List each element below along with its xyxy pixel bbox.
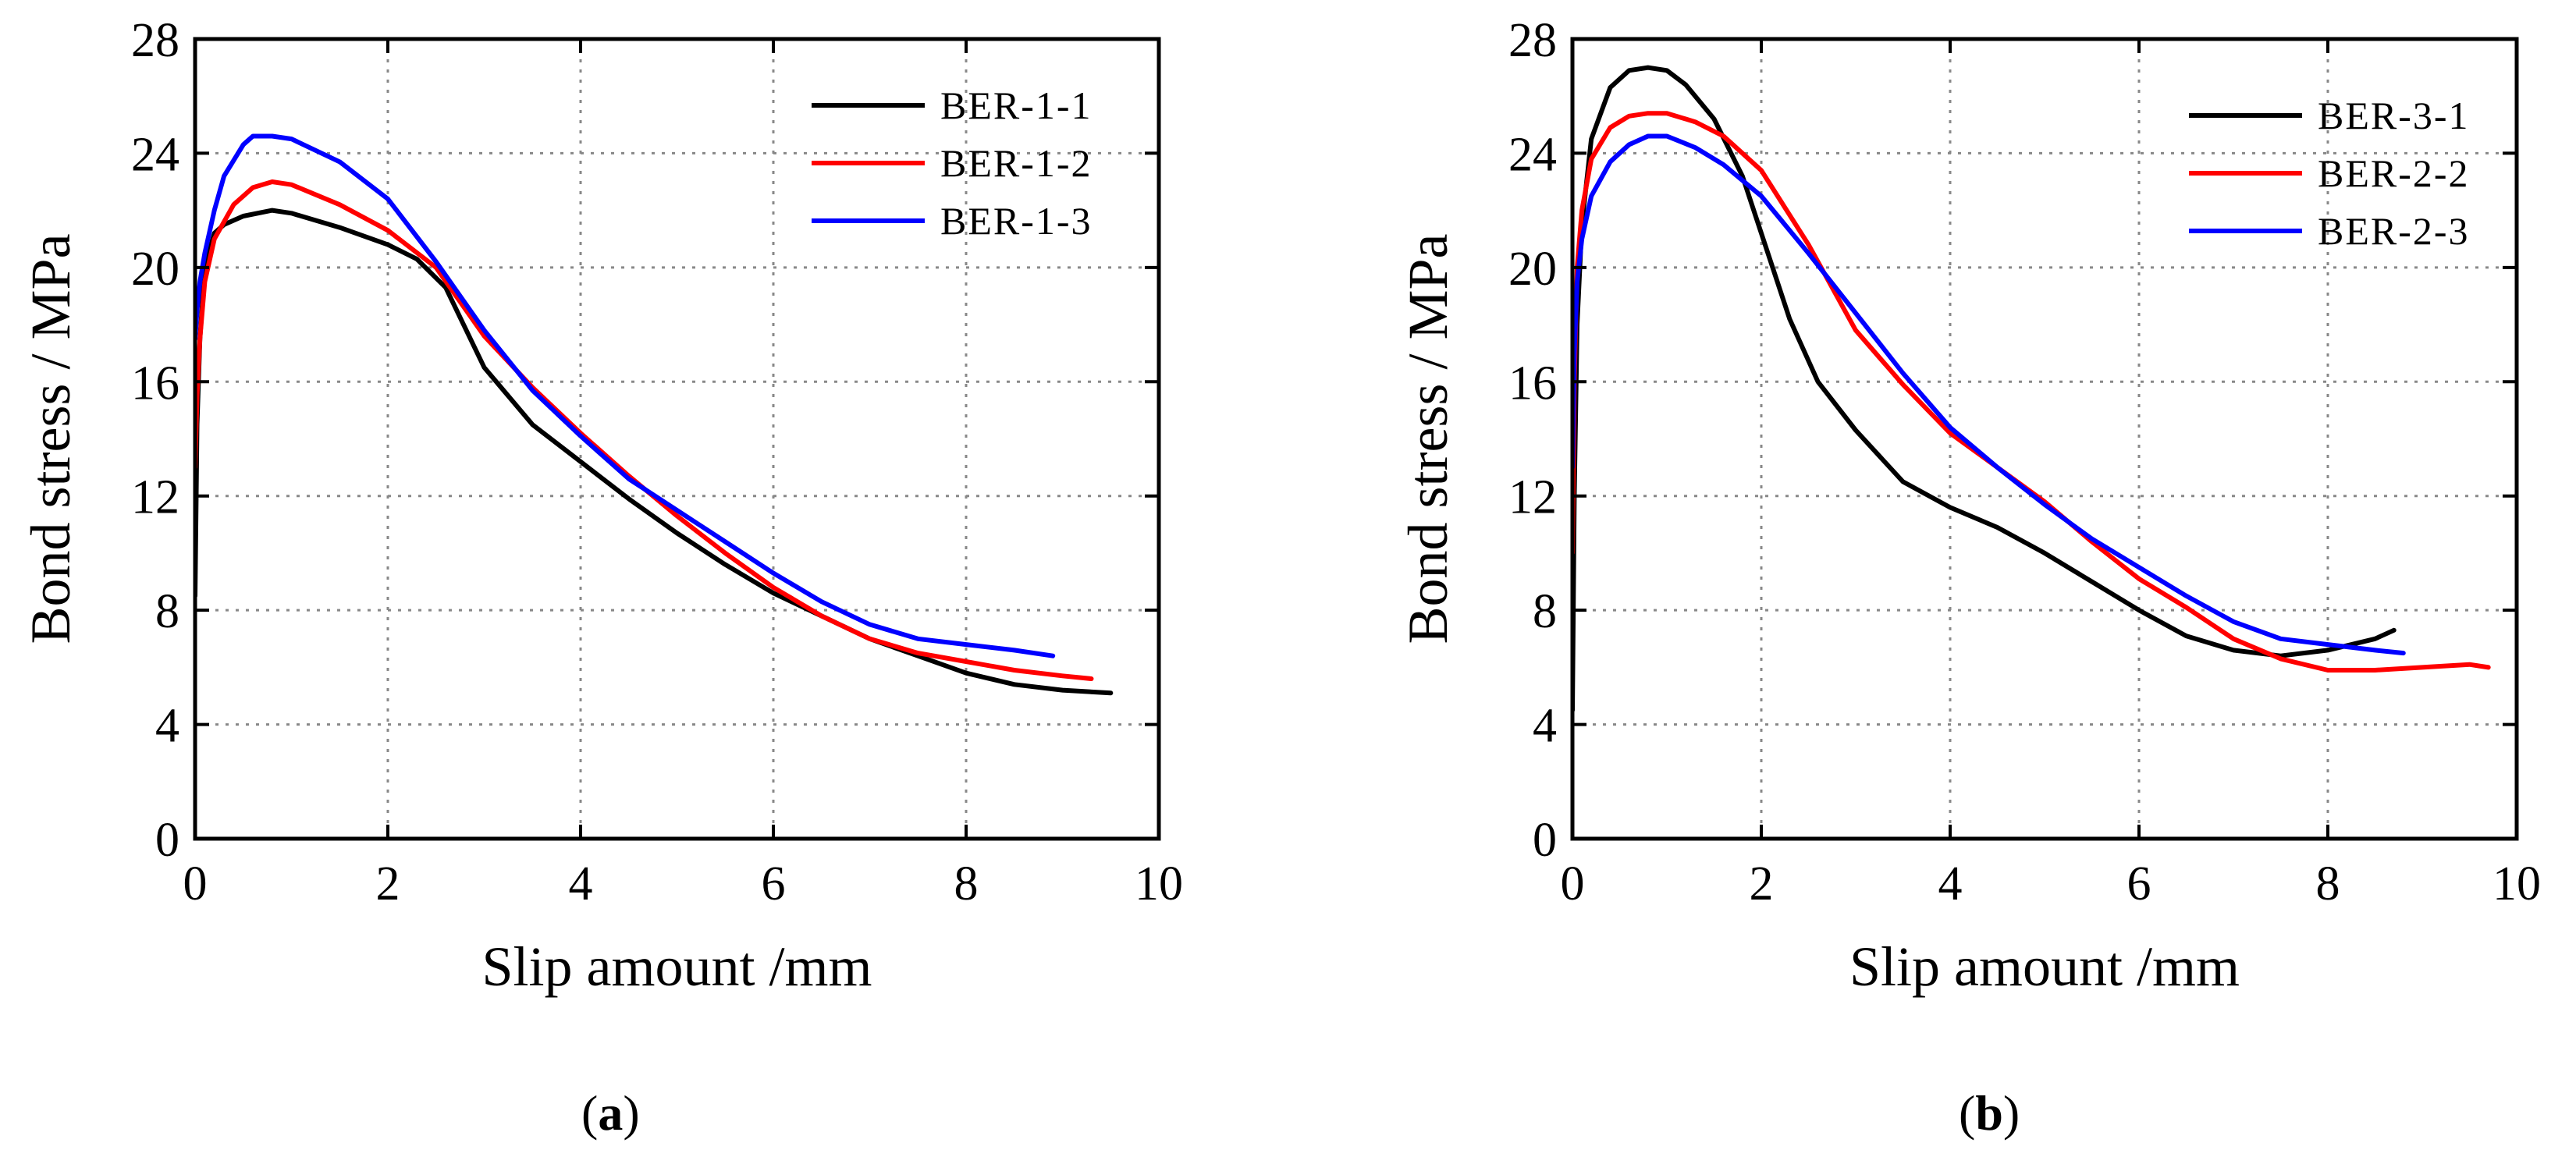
series-line-BER-3-1 bbox=[1572, 65, 2397, 713]
series-line-BER-1-2 bbox=[195, 179, 1094, 681]
y-tick-label: 0 bbox=[1533, 814, 1557, 867]
caption-a: (a) bbox=[581, 1085, 640, 1141]
y-tick-label: 16 bbox=[131, 357, 179, 410]
x-tick-label: 8 bbox=[954, 857, 979, 910]
caption-b-label: b bbox=[1975, 1085, 2003, 1141]
x-tick-label: 2 bbox=[376, 857, 400, 910]
x-tick-label: 10 bbox=[2493, 857, 2541, 910]
y-tick-label: 0 bbox=[155, 814, 179, 867]
series-line-BER-2-2 bbox=[1572, 111, 2491, 673]
plot-frame bbox=[193, 37, 1161, 841]
y-tick-label: 8 bbox=[1533, 585, 1557, 638]
x-tick-label: 6 bbox=[762, 857, 786, 910]
legend-label-BER-2-2: BER-2-2 bbox=[2318, 151, 2470, 195]
y-tick-label: 24 bbox=[1508, 128, 1557, 181]
legend: BER-1-1 BER-1-2 BER-1-3 bbox=[812, 83, 1093, 243]
y-tick-label: 16 bbox=[1508, 357, 1557, 410]
x-tick-label: 10 bbox=[1135, 857, 1183, 910]
x-tick-label: 6 bbox=[2127, 857, 2151, 910]
legend: BER-3-1 BER-2-2 BER-2-3 bbox=[2189, 94, 2470, 253]
y-tick-label: 4 bbox=[155, 700, 179, 753]
y-tick-label: 28 bbox=[1508, 14, 1557, 67]
series-line-BER-1-1 bbox=[195, 208, 1114, 696]
y-tick-label: 4 bbox=[1533, 700, 1557, 753]
plot-frame bbox=[1570, 37, 2519, 841]
y-axis-title: Bond stress / MPa bbox=[1397, 233, 1459, 644]
y-axis-title: Bond stress / MPa bbox=[20, 233, 82, 644]
y-tick-label: 28 bbox=[131, 14, 179, 67]
legend-label-BER-1-1: BER-1-1 bbox=[940, 83, 1093, 127]
x-tick-label: 0 bbox=[1561, 857, 1585, 910]
x-axis-title: Slip amount /mm bbox=[481, 935, 872, 998]
x-tick-label: 4 bbox=[569, 857, 593, 910]
y-tick-label: 8 bbox=[155, 585, 179, 638]
y-tick-label: 12 bbox=[1508, 471, 1557, 524]
y-tick-label: 20 bbox=[131, 243, 179, 296]
x-axis-title: Slip amount /mm bbox=[1849, 935, 2240, 998]
y-tick-label: 24 bbox=[131, 128, 179, 181]
series-line-BER-1-3 bbox=[195, 133, 1056, 658]
legend-label-BER-2-3: BER-2-3 bbox=[2318, 209, 2470, 253]
legend-label-BER-1-2: BER-1-2 bbox=[940, 141, 1093, 185]
caption-a-label: a bbox=[598, 1085, 624, 1141]
y-tick-label: 20 bbox=[1508, 243, 1557, 296]
caption-b: (b) bbox=[1959, 1085, 2020, 1141]
x-tick-label: 8 bbox=[2316, 857, 2340, 910]
legend-label-BER-3-1: BER-3-1 bbox=[2318, 94, 2470, 137]
legend-label-BER-1-3: BER-1-3 bbox=[940, 199, 1093, 243]
y-tick-label: 12 bbox=[131, 471, 179, 524]
series-line-BER-2-3 bbox=[1572, 133, 2406, 656]
x-tick-label: 0 bbox=[183, 857, 208, 910]
x-tick-label: 2 bbox=[1750, 857, 1774, 910]
x-tick-label: 4 bbox=[1938, 857, 1963, 910]
